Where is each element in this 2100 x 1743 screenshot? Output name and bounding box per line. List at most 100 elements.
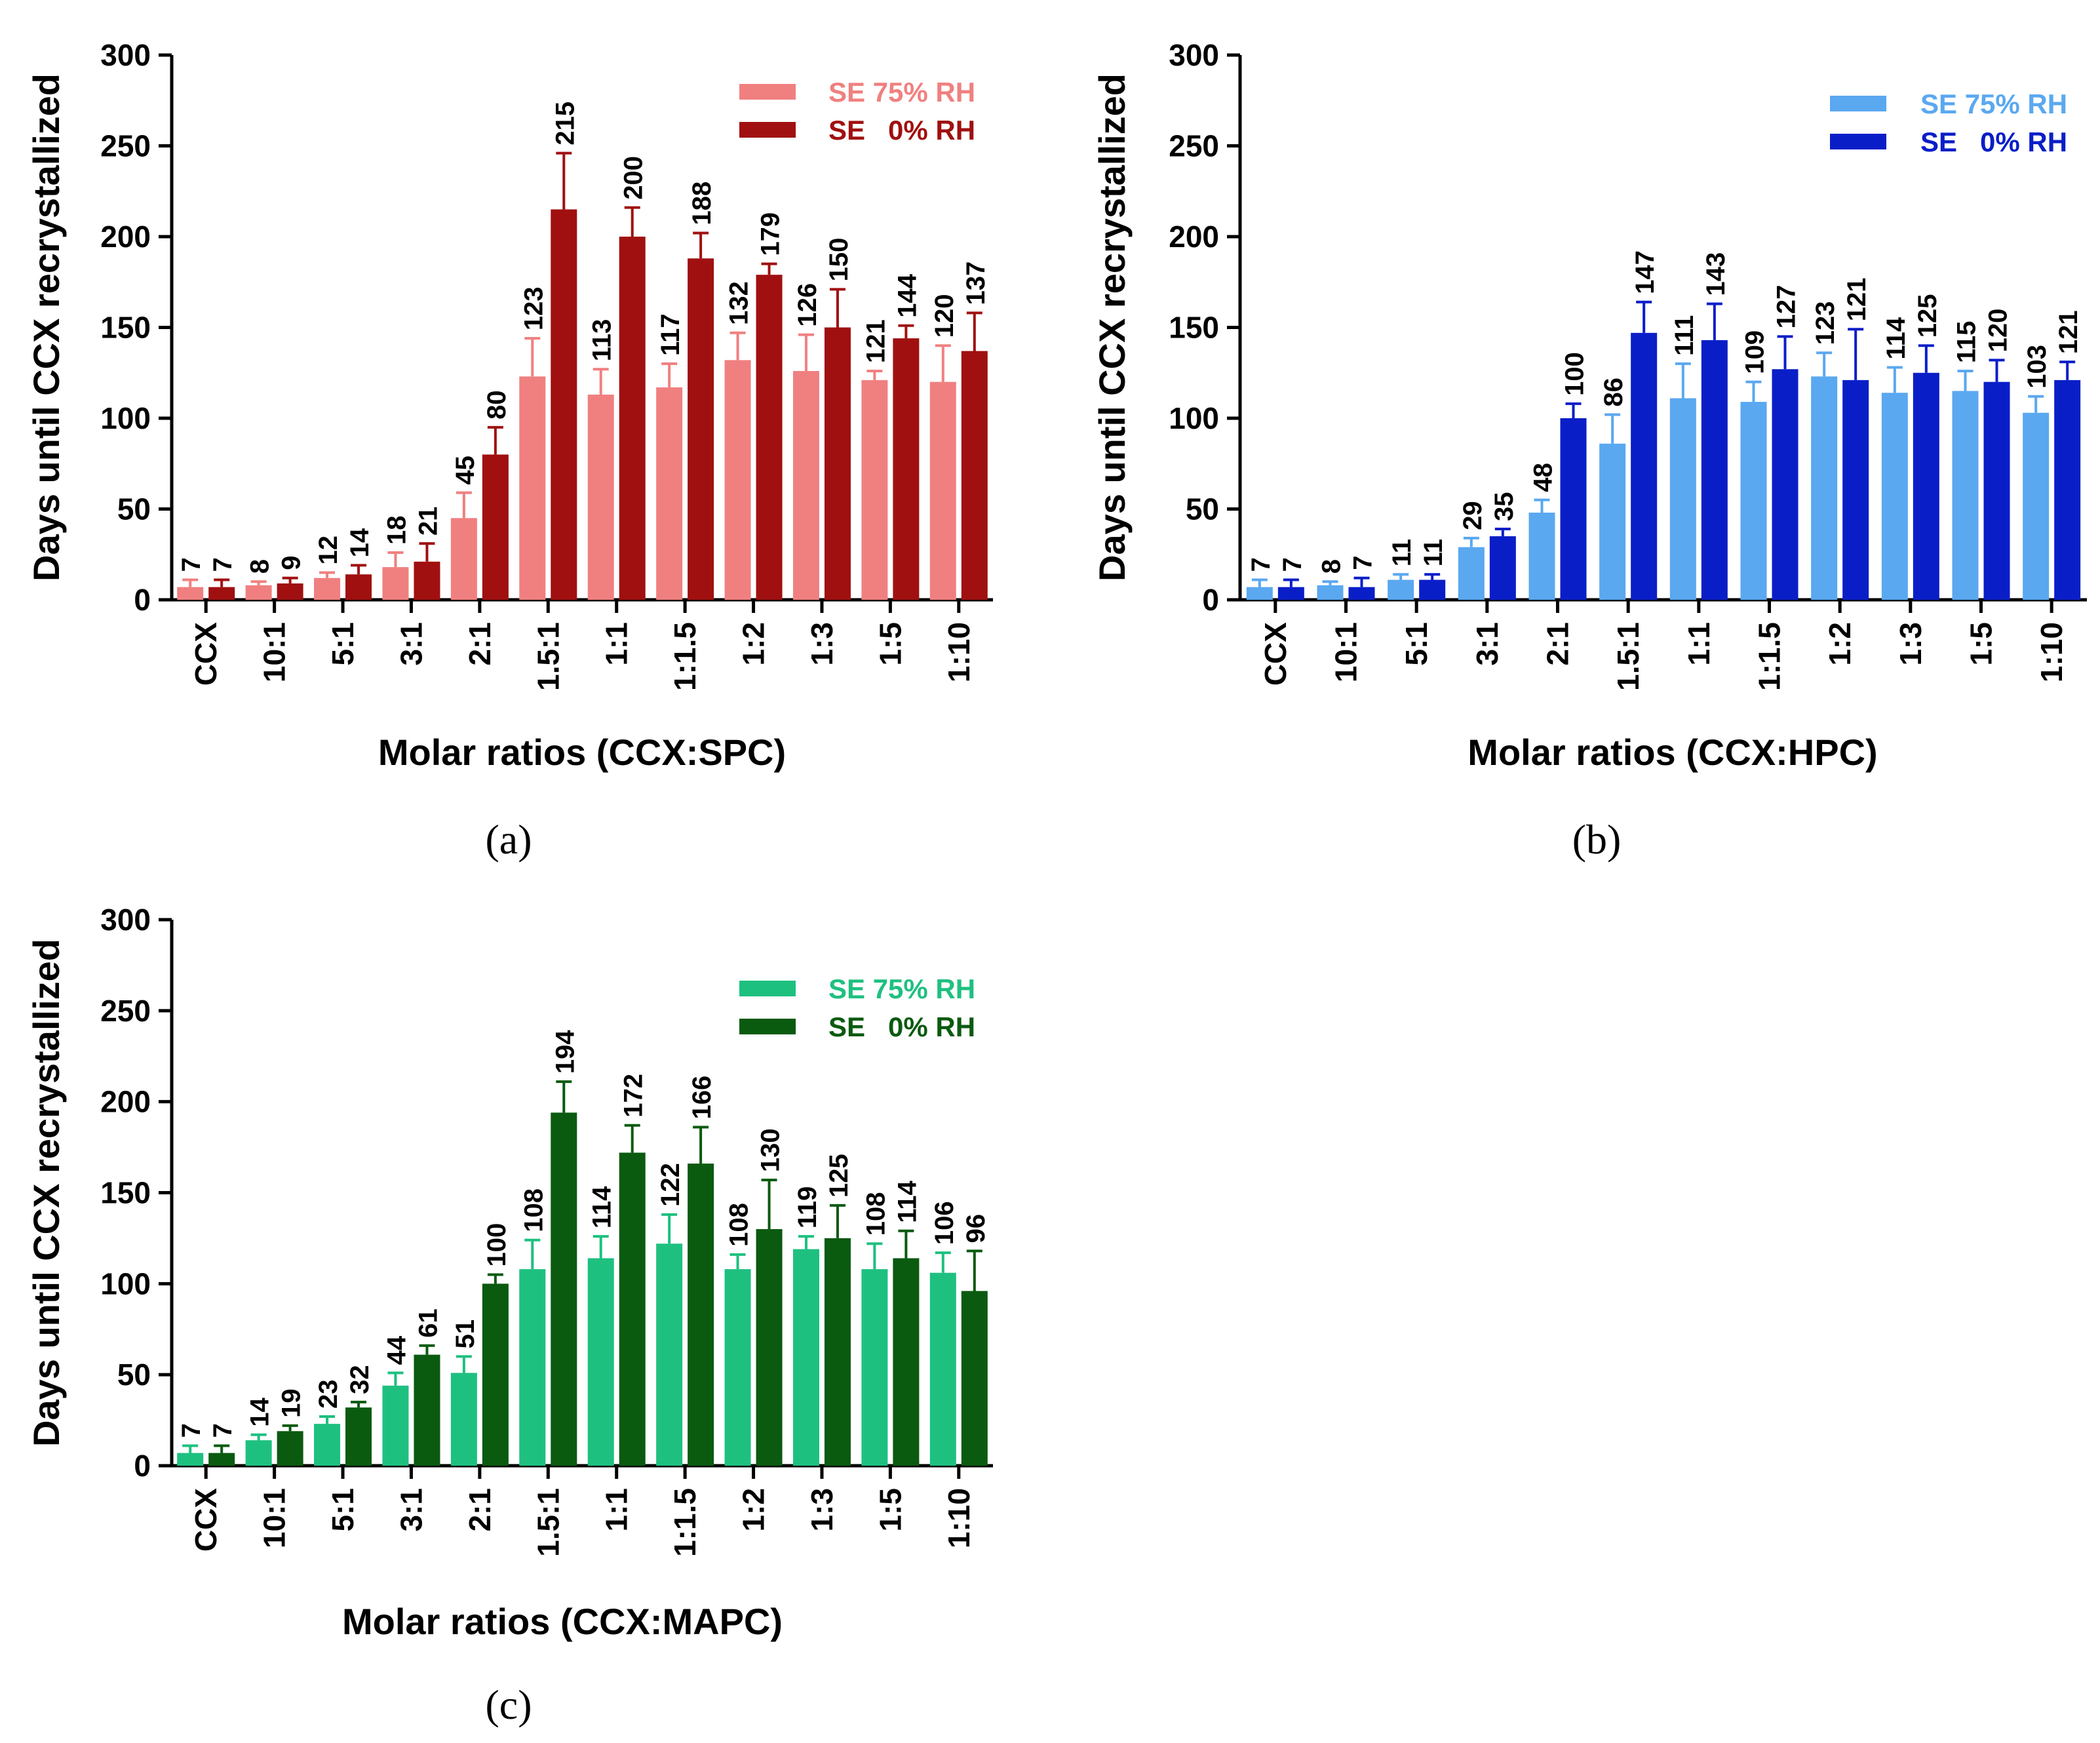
data-label: 119 bbox=[793, 1186, 822, 1229]
data-label: 121 bbox=[2054, 310, 2083, 354]
bar-se-0-rh bbox=[482, 454, 509, 600]
bar-se-75-rh bbox=[382, 1385, 409, 1466]
x-category-label: 5:1 bbox=[326, 1488, 360, 1531]
bar-se-0-rh bbox=[482, 1283, 509, 1466]
x-axis-title: Molar ratios (CCX:HPC) bbox=[1468, 732, 1877, 773]
data-label: 8 bbox=[1317, 559, 1346, 574]
data-label: 7 bbox=[208, 557, 237, 572]
bar-se-0-rh bbox=[345, 574, 372, 600]
x-category-label: 1:1 bbox=[600, 622, 634, 665]
data-label: 12 bbox=[314, 536, 343, 565]
bar-se-75-rh bbox=[724, 360, 751, 600]
bar-se-75-rh bbox=[245, 585, 272, 600]
x-category-label: 1:5 bbox=[873, 622, 907, 665]
data-label: 123 bbox=[1811, 302, 1840, 345]
bar-se-0-rh bbox=[414, 1354, 440, 1466]
bar-se-75-rh bbox=[450, 518, 477, 600]
data-label: 11 bbox=[1419, 539, 1448, 566]
bar-se-75-rh bbox=[2023, 412, 2050, 600]
x-category-label: 10:1 bbox=[258, 1488, 292, 1548]
bar-se-0-rh bbox=[756, 275, 783, 600]
data-label: 108 bbox=[519, 1188, 548, 1232]
x-category-label: 1:3 bbox=[805, 1488, 839, 1531]
bar-se-75-rh bbox=[314, 1424, 341, 1466]
bar-se-75-rh bbox=[1952, 391, 1979, 600]
data-label: 7 bbox=[1349, 556, 1378, 570]
bar-se-0-rh bbox=[824, 1238, 851, 1466]
bar-se-75-rh bbox=[1528, 513, 1555, 600]
y-tick-label: 0 bbox=[134, 583, 151, 617]
y-tick-label: 50 bbox=[117, 492, 151, 526]
x-category-label: 10:1 bbox=[258, 622, 292, 682]
bar-se-75-rh bbox=[587, 394, 614, 600]
bar-se-0-rh bbox=[1913, 372, 1939, 600]
x-category-label: 5:1 bbox=[326, 622, 360, 665]
bar-se-0-rh bbox=[551, 209, 577, 600]
bar-se-75-rh bbox=[1317, 585, 1344, 600]
bar-se-0-rh bbox=[961, 351, 988, 600]
legend-swatch bbox=[739, 84, 796, 100]
y-tick-label: 0 bbox=[1202, 583, 1219, 617]
data-label: 9 bbox=[277, 556, 306, 570]
legend-label: SE 0% RH bbox=[828, 115, 975, 146]
data-label: 14 bbox=[345, 528, 374, 557]
bar-se-75-rh bbox=[519, 376, 546, 600]
data-label: 103 bbox=[2023, 345, 2051, 389]
panel-c: 0 50 100 150 200 250 300 CCX 7 7 10:1 14 19 5:1 23 32 3:… bbox=[26, 903, 993, 1728]
data-label: 122 bbox=[656, 1163, 685, 1207]
data-label: 137 bbox=[962, 262, 990, 305]
x-category-label: 3:1 bbox=[394, 1488, 428, 1531]
bar-se-75-rh bbox=[1458, 547, 1485, 600]
data-label: 23 bbox=[314, 1380, 343, 1409]
data-label: 172 bbox=[619, 1074, 648, 1118]
data-label: 114 bbox=[1882, 317, 1911, 359]
bar-se-75-rh bbox=[1599, 443, 1626, 600]
bar-se-0-rh bbox=[414, 561, 440, 600]
x-axis-title: Molar ratios (CCX:MAPC) bbox=[342, 1601, 783, 1642]
y-axis-title: Days until CCX recrystallized bbox=[26, 73, 67, 581]
data-label: 114 bbox=[893, 1181, 922, 1223]
bar-se-75-rh bbox=[792, 370, 819, 600]
y-tick-label: 300 bbox=[100, 38, 151, 72]
bar-se-0-rh bbox=[688, 258, 714, 600]
data-label: 80 bbox=[482, 390, 511, 420]
x-category-label: CCX bbox=[189, 1488, 223, 1552]
bar-se-0-rh bbox=[688, 1164, 714, 1466]
data-label: 11 bbox=[1388, 539, 1416, 566]
data-label: 144 bbox=[893, 273, 922, 317]
x-category-label: 1:1.5 bbox=[1753, 622, 1787, 691]
bar-se-0-rh bbox=[1701, 340, 1728, 600]
data-label: 121 bbox=[861, 319, 890, 363]
bar-se-0-rh bbox=[619, 1152, 646, 1466]
x-category-label: 1:2 bbox=[737, 622, 771, 665]
bar-se-0-rh bbox=[1419, 579, 1446, 600]
bar-se-75-rh bbox=[1388, 579, 1414, 600]
data-label: 106 bbox=[930, 1201, 959, 1245]
bar-se-0-rh bbox=[1842, 380, 1869, 600]
bar-se-75-rh bbox=[656, 1244, 683, 1466]
bar-se-0-rh bbox=[277, 1431, 303, 1466]
bar-se-75-rh bbox=[1246, 587, 1273, 600]
data-label: 120 bbox=[1984, 309, 2013, 353]
data-label: 14 bbox=[246, 1398, 275, 1427]
legend-label: SE 75% RH bbox=[828, 77, 975, 108]
y-tick-label: 100 bbox=[100, 1266, 151, 1301]
data-label: 21 bbox=[414, 507, 442, 536]
x-category-label: 1:10 bbox=[942, 622, 976, 682]
data-label: 126 bbox=[793, 283, 822, 327]
x-category-label: 1.5:1 bbox=[531, 622, 565, 691]
panel-caption: (a) bbox=[485, 816, 532, 863]
x-category-label: 2:1 bbox=[463, 1488, 497, 1531]
x-category-label: 3:1 bbox=[1470, 622, 1504, 665]
y-tick-label: 150 bbox=[1169, 311, 1219, 345]
y-tick-label: 0 bbox=[134, 1449, 151, 1483]
y-tick-label: 250 bbox=[1169, 129, 1219, 163]
data-label: 108 bbox=[861, 1192, 890, 1236]
bar-se-0-rh bbox=[277, 583, 303, 600]
bar-se-0-rh bbox=[893, 338, 920, 600]
bar-se-75-rh bbox=[382, 567, 409, 600]
legend-label: SE 0% RH bbox=[828, 1011, 975, 1042]
y-tick-label: 200 bbox=[1169, 220, 1219, 254]
bar-se-0-rh bbox=[551, 1112, 577, 1466]
bar-se-75-rh bbox=[519, 1269, 546, 1466]
